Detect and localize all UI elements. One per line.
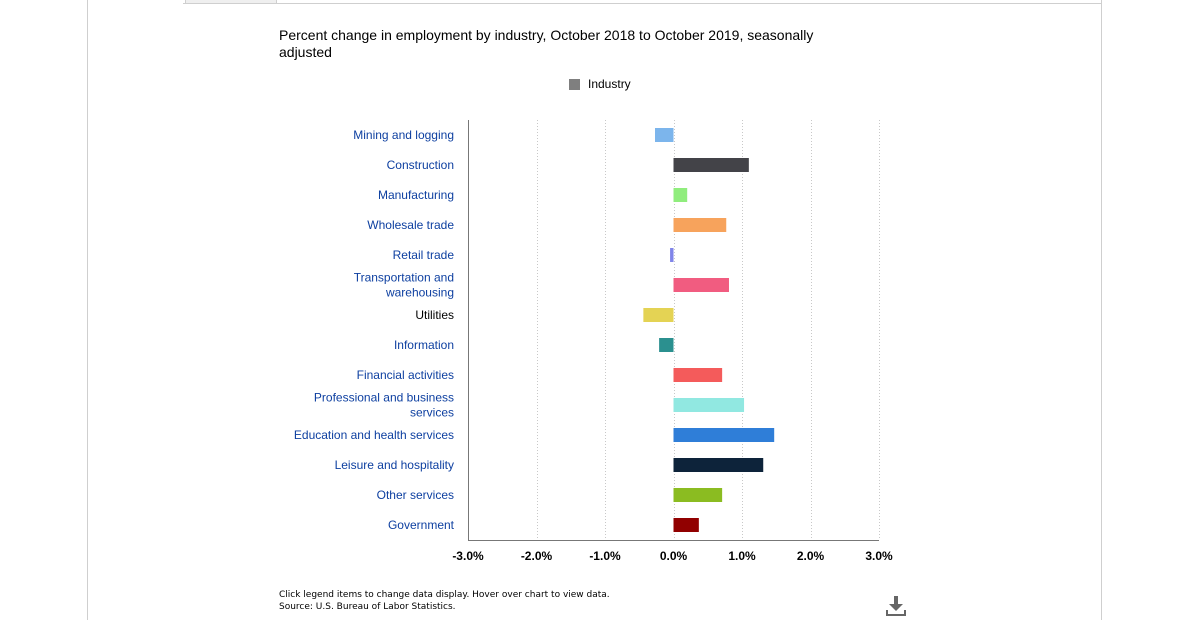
x-tick-label: -1.0% bbox=[589, 549, 621, 563]
category-label[interactable]: Education and health services bbox=[294, 428, 454, 442]
x-tick-label: 1.0% bbox=[728, 549, 756, 563]
category-label[interactable]: Leisure and hospitality bbox=[335, 458, 454, 472]
panel-top-border bbox=[183, 3, 1102, 4]
tab-stub[interactable] bbox=[185, 0, 277, 4]
category-label-line: Wholesale trade bbox=[367, 218, 454, 232]
category-label-line: warehousing bbox=[385, 286, 454, 300]
category-label[interactable]: Other services bbox=[377, 488, 454, 502]
category-label-line: Transportation and bbox=[354, 271, 454, 285]
x-tick-label: -3.0% bbox=[452, 549, 484, 563]
category-label-line: Other services bbox=[377, 488, 454, 502]
category-label[interactable]: Wholesale trade bbox=[367, 218, 454, 232]
bar[interactable] bbox=[673, 278, 729, 292]
x-tick-label: 0.0% bbox=[660, 549, 688, 563]
category-label[interactable]: Construction bbox=[387, 158, 454, 172]
legend-swatch bbox=[569, 78, 580, 90]
category-label-line: Professional and business bbox=[314, 391, 454, 405]
bar[interactable] bbox=[643, 308, 674, 322]
category-label-line: Information bbox=[394, 338, 454, 352]
legend-item-industry[interactable]: Industry bbox=[569, 77, 631, 91]
category-label-line: Mining and logging bbox=[353, 128, 454, 142]
category-label[interactable]: Government bbox=[388, 518, 455, 532]
chart-title: Percent change in employment by industry… bbox=[279, 27, 814, 60]
category-label-line: Retail trade bbox=[393, 248, 455, 262]
category-label[interactable]: Transportation and warehousing bbox=[354, 271, 454, 300]
category-label[interactable]: Professional and business services bbox=[314, 391, 454, 420]
category-label-line: Education and health services bbox=[294, 428, 454, 442]
footnote-source: Source: U.S. Bureau of Labor Statistics. bbox=[279, 602, 456, 612]
bar[interactable] bbox=[673, 158, 749, 172]
bar[interactable] bbox=[670, 248, 674, 262]
bar[interactable] bbox=[673, 188, 688, 202]
legend-label: Industry bbox=[588, 77, 631, 91]
x-tick-label: -2.0% bbox=[521, 549, 553, 563]
category-label-line: Government bbox=[388, 518, 455, 532]
category-label-line: Construction bbox=[387, 158, 454, 172]
bar[interactable] bbox=[659, 338, 674, 352]
category-label: Utilities bbox=[415, 308, 454, 322]
bar[interactable] bbox=[673, 458, 764, 472]
bar[interactable] bbox=[673, 518, 699, 532]
bar[interactable] bbox=[655, 128, 674, 142]
bar[interactable] bbox=[673, 398, 745, 412]
category-label-line: Utilities bbox=[415, 308, 454, 322]
category-label[interactable]: Information bbox=[394, 338, 454, 352]
bar[interactable] bbox=[673, 428, 775, 442]
bar[interactable] bbox=[673, 488, 723, 502]
bar[interactable] bbox=[673, 368, 723, 382]
download-glyph bbox=[886, 596, 906, 616]
category-label-line: services bbox=[410, 406, 454, 420]
page-border-left bbox=[87, 0, 88, 620]
x-tick-label: 3.0% bbox=[865, 549, 893, 563]
category-label[interactable]: Financial activities bbox=[357, 368, 454, 382]
download-icon[interactable] bbox=[885, 594, 907, 618]
bar[interactable] bbox=[673, 218, 727, 232]
x-tick-label: 2.0% bbox=[797, 549, 825, 563]
category-label-line: Manufacturing bbox=[378, 188, 454, 202]
category-label[interactable]: Manufacturing bbox=[378, 188, 454, 202]
category-label-line: Financial activities bbox=[357, 368, 454, 382]
chart-footnote: Click legend items to change data displa… bbox=[279, 589, 610, 613]
category-label[interactable]: Retail trade bbox=[393, 248, 455, 262]
footnote-instructions: Click legend items to change data displa… bbox=[279, 590, 610, 600]
category-label-line: Leisure and hospitality bbox=[335, 458, 454, 472]
category-label[interactable]: Mining and logging bbox=[353, 128, 454, 142]
page-border-right bbox=[1101, 0, 1102, 620]
